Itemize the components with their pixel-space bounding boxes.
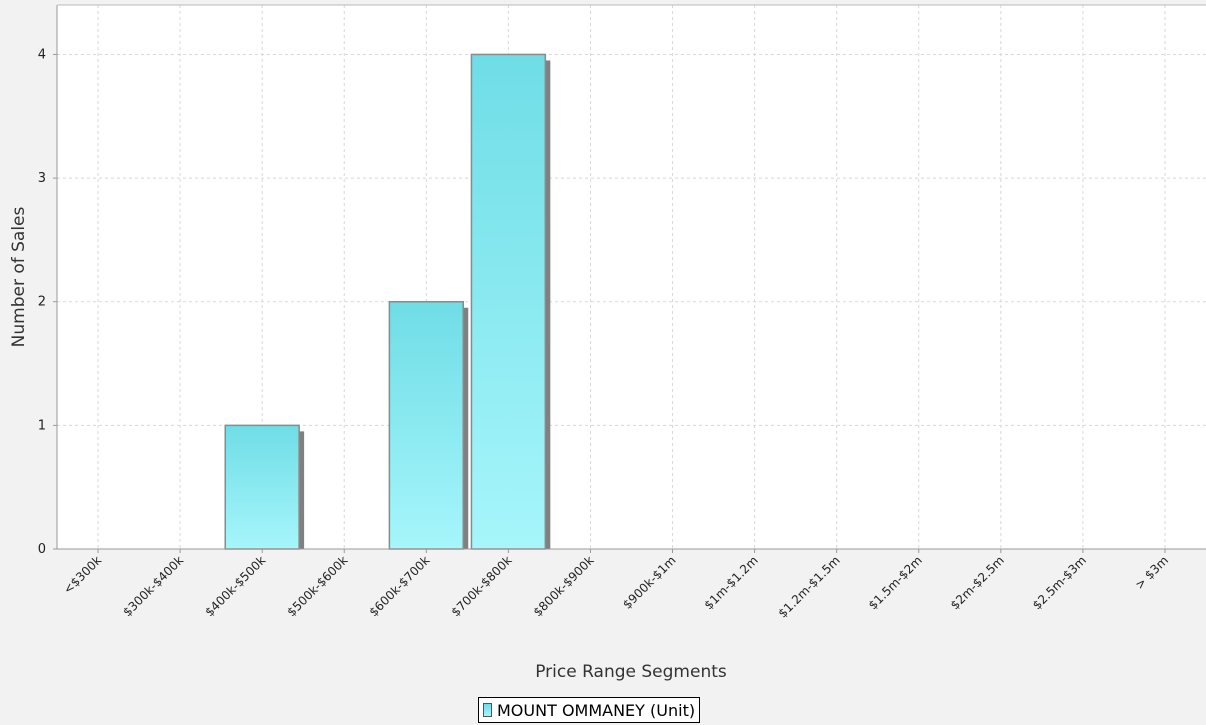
x-tick-label: $1.5m-$2m — [866, 553, 925, 612]
legend: MOUNT OMMANEY (Unit) — [478, 697, 701, 723]
y-tick-label: 2 — [38, 295, 46, 310]
x-tick-label: $2m-$2.5m — [948, 553, 1007, 612]
x-tick-label: > $3m — [1132, 553, 1171, 592]
x-tick-label: $400k-$500k — [202, 553, 268, 619]
y-tick-label: 1 — [38, 418, 46, 433]
y-tick-label: 0 — [38, 542, 46, 557]
axes — [53, 4, 1206, 553]
bars — [224, 53, 547, 550]
x-tick-label: $800k-$900k — [531, 553, 597, 619]
x-axis-title: Price Range Segments — [535, 662, 727, 682]
x-tick-labels: <$300k $300k-$400k $400k-$500k $500k-$600k $… — [61, 553, 1171, 620]
y-tick-label: 4 — [38, 47, 46, 62]
legend-swatch — [483, 703, 492, 717]
x-tick-label: $1m-$1.2m — [702, 553, 761, 612]
bar — [470, 53, 547, 550]
y-tick-label: 3 — [38, 171, 46, 186]
x-tick-label: $500k-$600k — [284, 553, 350, 619]
x-tick-label: $2.5m-$3m — [1030, 553, 1089, 612]
x-tick-label: $1.2m-$1.5m — [776, 553, 843, 620]
grid-lines — [57, 5, 1206, 550]
x-tick-label: $900k-$1m — [620, 553, 679, 612]
legend-label: MOUNT OMMANEY (Unit) — [497, 700, 696, 720]
x-tick-label: $300k-$400k — [120, 553, 186, 619]
x-tick-label: <$300k — [61, 553, 105, 597]
x-tick-label: $700k-$800k — [449, 553, 515, 619]
x-tick-label: $600k-$700k — [366, 553, 432, 619]
y-axis-title: Number of Sales — [9, 206, 29, 347]
y-tick-labels: 0 1 2 3 4 — [38, 47, 46, 557]
bar — [388, 300, 465, 550]
bar — [224, 424, 300, 550]
